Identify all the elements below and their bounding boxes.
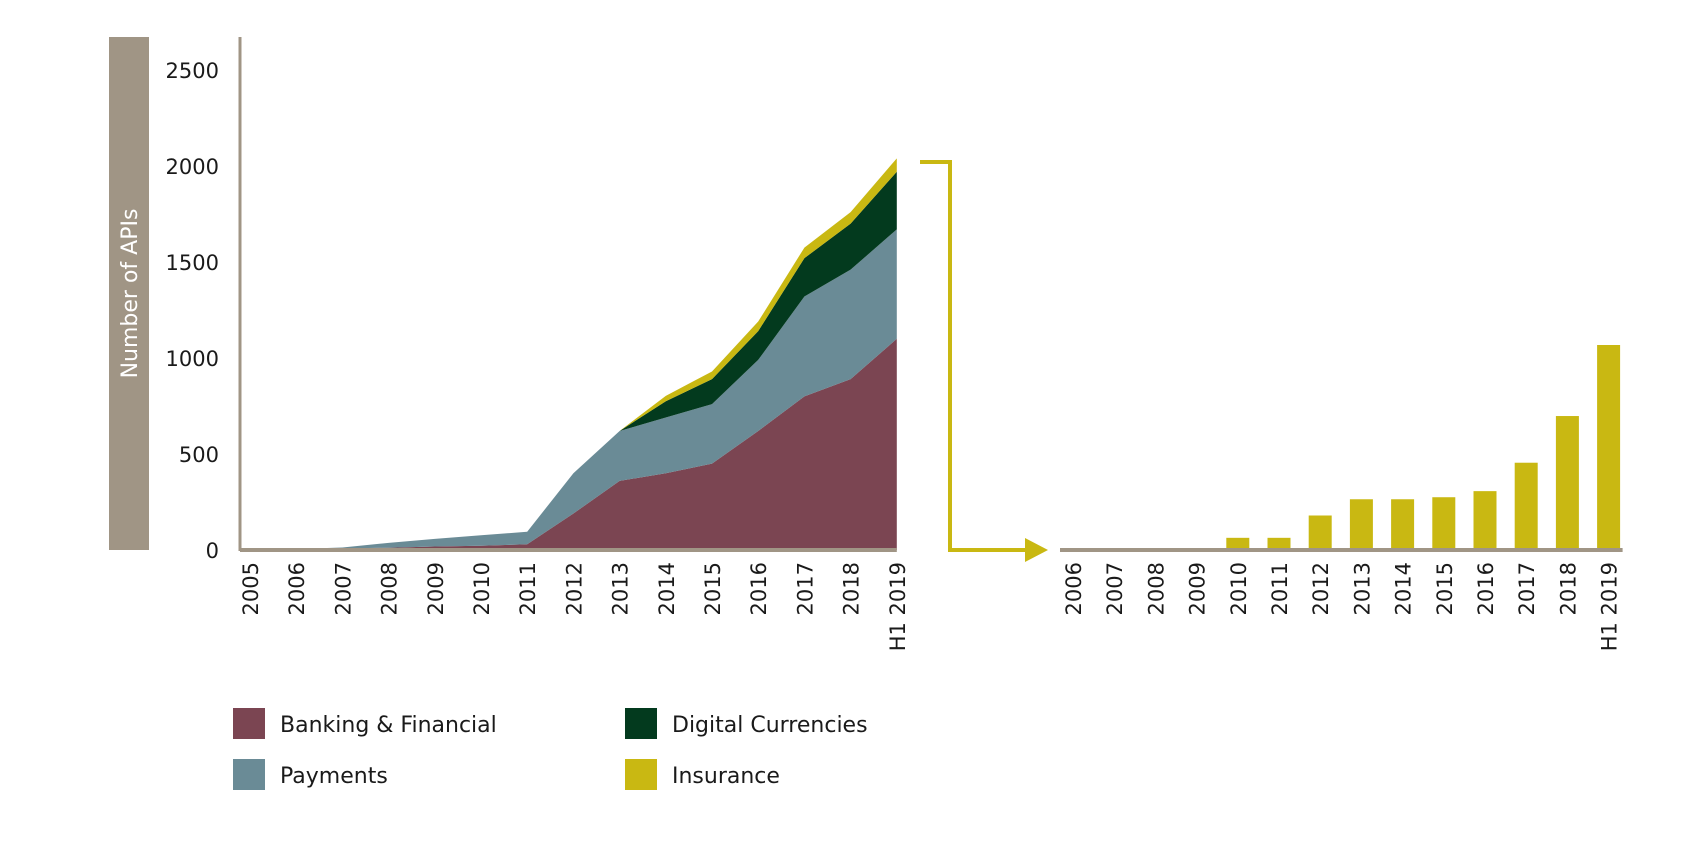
area-y-tick-label: 2500	[166, 59, 219, 83]
legend-label: Digital Currencies	[672, 713, 868, 738]
area-x-tick-label: 2007	[331, 562, 355, 615]
insurance-bar-chart: 2006 2007 2008 2009 2010 2011 2012 2013 2014 2015…	[1060, 345, 1623, 651]
legend: Banking & Financial Digital Currencies Pay…	[233, 708, 868, 790]
y-axis-label-band: Number of APIs	[109, 37, 149, 550]
legend-label: Payments	[280, 764, 388, 789]
insurance-bar	[1432, 497, 1456, 550]
area-y-tick-label: 0	[206, 539, 219, 563]
area-x-tick-label: 2005	[239, 562, 263, 615]
bar-x-tick-label: 2008	[1144, 562, 1168, 615]
bar-x-tick-label: 2010	[1227, 562, 1251, 615]
zoom-connector-arrow	[920, 160, 1048, 562]
insurance-bar	[1597, 345, 1621, 550]
connector-arrowhead	[1025, 538, 1048, 562]
legend-label: Insurance	[672, 764, 780, 789]
insurance-bar	[1514, 462, 1538, 550]
legend-swatch	[233, 759, 265, 790]
area-x-tick-label: 2006	[285, 562, 309, 615]
legend-swatch	[625, 759, 657, 790]
insurance-bar	[1267, 537, 1291, 550]
legend-swatch	[625, 708, 657, 739]
y-axis-label-background	[109, 37, 149, 550]
legend-item: Payments	[233, 759, 388, 790]
area-x-tick-label: 2012	[562, 562, 586, 615]
area-series-1	[250, 229, 897, 550]
insurance-bar	[1349, 499, 1373, 550]
bar-x-tick-label: 2011	[1268, 562, 1292, 615]
area-x-tick-label: 2017	[793, 562, 817, 615]
area-x-tick-label: 2009	[424, 562, 448, 615]
bar-x-tick-label: 2016	[1474, 562, 1498, 615]
insurance-bar	[1555, 416, 1579, 550]
insurance-bar	[1391, 499, 1415, 550]
bar-x-tick-label: 2009	[1186, 562, 1210, 615]
connector-line	[920, 160, 1025, 552]
bar-x-tick-label: 2013	[1350, 562, 1374, 615]
bar-x-tick-label: 2017	[1515, 562, 1539, 615]
area-series-0	[250, 338, 897, 550]
area-x-tick-label: 2015	[701, 562, 725, 615]
bar-x-tick-label: 2007	[1103, 562, 1127, 615]
area-x-tick-label: 2014	[655, 562, 679, 615]
legend-item: Banking & Financial	[233, 708, 497, 739]
legend-swatch	[233, 708, 265, 739]
insurance-bar	[1226, 537, 1250, 550]
area-x-tick-label: 2008	[378, 562, 402, 615]
area-x-tick-label: 2016	[747, 562, 771, 615]
y-axis-label: Number of APIs	[118, 209, 143, 379]
area-x-tick-label: 2011	[516, 562, 540, 615]
area-y-tick-label: 500	[179, 443, 219, 467]
bar-x-tick-label: H1 2019	[1598, 562, 1622, 651]
area-x-tick-label: 2010	[470, 562, 494, 615]
area-y-tick-label: 1000	[166, 347, 219, 371]
area-x-tick-label: H1 2019	[886, 562, 910, 651]
insurance-bar	[1473, 491, 1497, 550]
area-y-tick-label: 1500	[166, 251, 219, 275]
stacked-area-chart: 0 500 1000 1500 2000 2500 2005 2006 2007 2008 2009…	[166, 37, 910, 651]
bar-x-tick-label: 2012	[1309, 562, 1333, 615]
bar-x-tick-label: 2006	[1062, 562, 1086, 615]
bar-x-tick-label: 2015	[1433, 562, 1457, 615]
area-x-tick-label: 2018	[840, 562, 864, 615]
bar-x-tick-label: 2014	[1392, 562, 1416, 615]
bar-x-tick-label: 2018	[1556, 562, 1580, 615]
legend-label: Banking & Financial	[280, 713, 497, 738]
legend-item: Insurance	[625, 759, 780, 790]
area-x-tick-label: 2013	[609, 562, 633, 615]
area-y-tick-label: 2000	[166, 155, 219, 179]
insurance-bar	[1308, 515, 1332, 550]
legend-item: Digital Currencies	[625, 708, 868, 739]
